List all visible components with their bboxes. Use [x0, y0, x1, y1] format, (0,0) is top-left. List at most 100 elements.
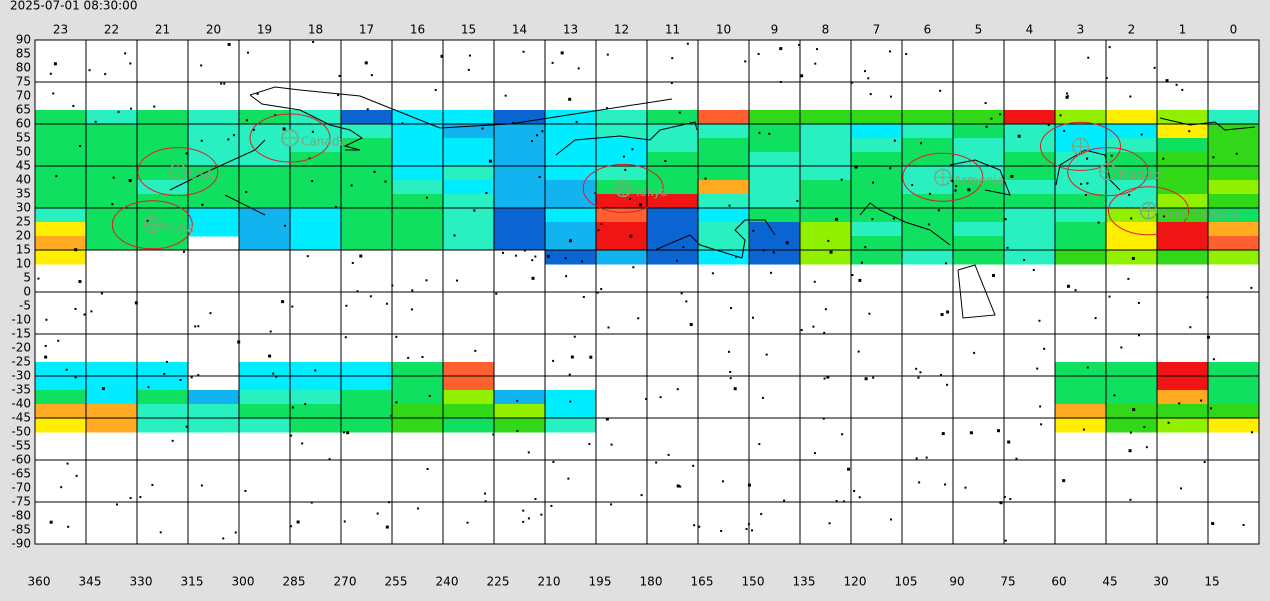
heat-cell	[1208, 110, 1260, 125]
star	[928, 192, 931, 195]
heat-cell	[137, 376, 189, 391]
heat-cell	[341, 236, 393, 251]
star	[351, 261, 354, 264]
heat-cell	[239, 236, 291, 251]
star	[823, 331, 826, 334]
star	[274, 114, 277, 117]
star	[194, 325, 197, 328]
heat-cell	[647, 222, 699, 237]
heat-cell	[1106, 166, 1158, 181]
heat-cell	[188, 208, 240, 223]
x-tick-label: 195	[589, 575, 612, 589]
star	[185, 152, 188, 155]
star	[999, 501, 1003, 505]
star	[1175, 83, 1178, 86]
hour-label: 16	[410, 23, 425, 37]
heat-cell	[800, 222, 852, 237]
heat-cell	[545, 194, 597, 209]
y-tick-label: -20	[11, 341, 31, 355]
star	[90, 310, 93, 313]
heat-cell	[800, 194, 852, 209]
heat-cell	[35, 166, 87, 181]
star	[919, 371, 922, 374]
star	[283, 224, 286, 227]
star	[79, 145, 82, 148]
star	[829, 250, 833, 254]
heat-cell	[341, 362, 393, 377]
heat-cell	[86, 180, 138, 195]
star	[1132, 408, 1136, 412]
heat-cell	[290, 124, 342, 139]
visibility-ring	[1040, 121, 1121, 171]
heat-cell	[239, 110, 291, 125]
star	[1129, 95, 1132, 98]
heat-cell	[902, 236, 954, 251]
star	[682, 246, 685, 249]
heat-cell	[596, 236, 648, 251]
heat-cell	[698, 208, 750, 223]
star	[800, 74, 804, 78]
star	[1084, 193, 1087, 196]
y-tick-label: -70	[11, 481, 31, 495]
heat-cell	[953, 152, 1005, 167]
heat-cell	[35, 362, 87, 377]
y-tick-label: 75	[16, 75, 31, 89]
heat-cell	[137, 152, 189, 167]
star	[676, 484, 680, 488]
heat-cell	[1106, 194, 1158, 209]
star	[1006, 246, 1009, 249]
heat-cell	[596, 110, 648, 125]
y-tick-label: -10	[11, 313, 31, 327]
heat-cell	[443, 138, 495, 153]
heat-cell	[1208, 166, 1260, 181]
heat-cell	[1106, 404, 1158, 419]
star	[53, 62, 57, 66]
star	[905, 52, 908, 55]
y-tick-label: -25	[11, 355, 31, 369]
heat-cell	[1004, 222, 1056, 237]
heat-cell	[1055, 376, 1107, 391]
heat-cell	[392, 152, 444, 167]
heat-cell	[851, 152, 903, 167]
star	[342, 431, 345, 434]
star	[1017, 134, 1021, 138]
star	[66, 462, 69, 465]
heat-cell	[35, 180, 87, 195]
star	[638, 203, 642, 207]
heat-cell	[188, 390, 240, 405]
star	[1120, 346, 1123, 349]
star	[425, 279, 428, 282]
star	[785, 241, 789, 245]
star	[1137, 301, 1140, 304]
heat-cell	[137, 236, 189, 251]
star	[888, 50, 891, 53]
star	[851, 81, 854, 84]
heat-cell	[239, 362, 291, 377]
star	[531, 276, 535, 280]
hour-label: 12	[614, 23, 629, 37]
star	[474, 349, 477, 352]
heat-cell	[1055, 250, 1107, 265]
heat-cell	[1208, 390, 1260, 405]
star	[311, 180, 314, 183]
star	[1080, 182, 1083, 185]
heat-cell	[1157, 152, 1209, 167]
star	[546, 254, 550, 258]
heat-cell	[239, 180, 291, 195]
star	[246, 51, 249, 54]
heat-cell	[239, 152, 291, 167]
star	[967, 188, 971, 192]
star	[1097, 221, 1100, 224]
star	[227, 42, 231, 46]
heat-cell	[1055, 124, 1107, 139]
star	[1212, 358, 1215, 361]
location-marker: Gran Canaria	[1108, 186, 1239, 236]
star	[244, 489, 247, 492]
star	[996, 429, 1000, 433]
heat-cell	[86, 208, 138, 223]
star	[594, 192, 597, 195]
star	[632, 266, 635, 269]
heat-cell	[647, 250, 699, 265]
heat-cell	[341, 194, 393, 209]
star	[851, 273, 854, 276]
